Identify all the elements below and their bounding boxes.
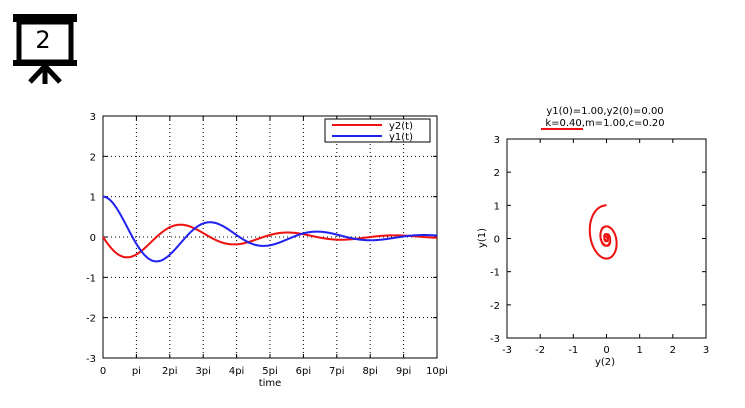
- y-tick-label: 3: [90, 112, 96, 123]
- y-tick-label: -3: [86, 354, 96, 365]
- x-tick-labels: -3 -2 -1 0 1 2 3: [502, 345, 709, 356]
- x-tick-label: -1: [568, 345, 578, 356]
- y-tick-label: 2: [494, 168, 500, 179]
- y-tick-label: 3: [494, 135, 500, 146]
- x-tick-label: -2: [535, 345, 545, 356]
- x-tick-label: 2: [670, 345, 676, 356]
- series-y2-line: [102, 223, 437, 259]
- phase-portrait-chart: y1(0)=1.00,y2(0)=0.00 k=0.40,m=1.00,c=0.…: [477, 106, 709, 368]
- x-tick-label: 8pi: [362, 366, 378, 377]
- x-axis-label: y(2): [595, 357, 615, 368]
- legend-label-y1: y1(t): [389, 132, 413, 143]
- series-y1-line: [103, 195, 438, 263]
- x-tick-label: 0: [100, 366, 106, 377]
- x-tick-label: 5pi: [262, 366, 278, 377]
- y-axis-label: y(1): [477, 228, 488, 248]
- phase-trajectory-line: [588, 204, 618, 260]
- chart-title-line-1: y1(0)=1.00,y2(0)=0.00: [546, 106, 663, 117]
- x-tick-label: 6pi: [296, 366, 312, 377]
- y-tick-labels: 3 2 1 0 -1 -2 -3: [490, 135, 500, 345]
- x-tick-label: 10pi: [426, 366, 448, 377]
- y-tick-label: 0: [90, 233, 96, 244]
- y-tick-label: 0: [494, 235, 500, 246]
- y-tick-label: -2: [490, 301, 500, 312]
- x-tick-label: 0: [603, 345, 609, 356]
- y-tick-label: -1: [86, 273, 96, 284]
- slide-number: 2: [35, 26, 51, 54]
- chart-title-line-2: k=0.40,m=1.00,c=0.20: [545, 118, 664, 129]
- time-series-chart: 3 2 1 0 -1 -2 -3 0 pi 2pi 3pi 4pi 5pi 6pi 7pi 8pi 9pi 10…: [86, 112, 448, 389]
- presentation-board-icon: [10, 10, 80, 85]
- legend-box: [324, 118, 431, 143]
- x-tick-label: 3: [703, 345, 709, 356]
- x-axis-label: time: [259, 378, 282, 389]
- y-tick-label: -1: [490, 268, 500, 279]
- x-tick-label: 2pi: [162, 366, 178, 377]
- y-tick-label: 2: [90, 152, 96, 163]
- x-tick-label: 3pi: [195, 366, 211, 377]
- legend: y2(t) y1(t): [324, 118, 431, 143]
- legend-label-y2: y2(t): [389, 121, 413, 132]
- axis-ticks: [506, 138, 707, 339]
- x-tick-label: 7pi: [329, 366, 345, 377]
- x-tick-label: 1: [636, 345, 642, 356]
- y-tick-label: -2: [86, 314, 96, 325]
- x-tick-label: 9pi: [396, 366, 412, 377]
- x-tick-labels: 0 pi 2pi 3pi 4pi 5pi 6pi 7pi 8pi 9pi 10pi: [100, 366, 448, 377]
- x-tick-label: 4pi: [229, 366, 245, 377]
- y-tick-labels: 3 2 1 0 -1 -2 -3: [86, 112, 96, 365]
- x-tick-label: pi: [132, 366, 141, 377]
- x-tick-label: -3: [502, 345, 512, 356]
- y-tick-label: -3: [490, 334, 500, 345]
- y-tick-label: 1: [90, 193, 96, 204]
- y-tick-label: 1: [494, 201, 500, 212]
